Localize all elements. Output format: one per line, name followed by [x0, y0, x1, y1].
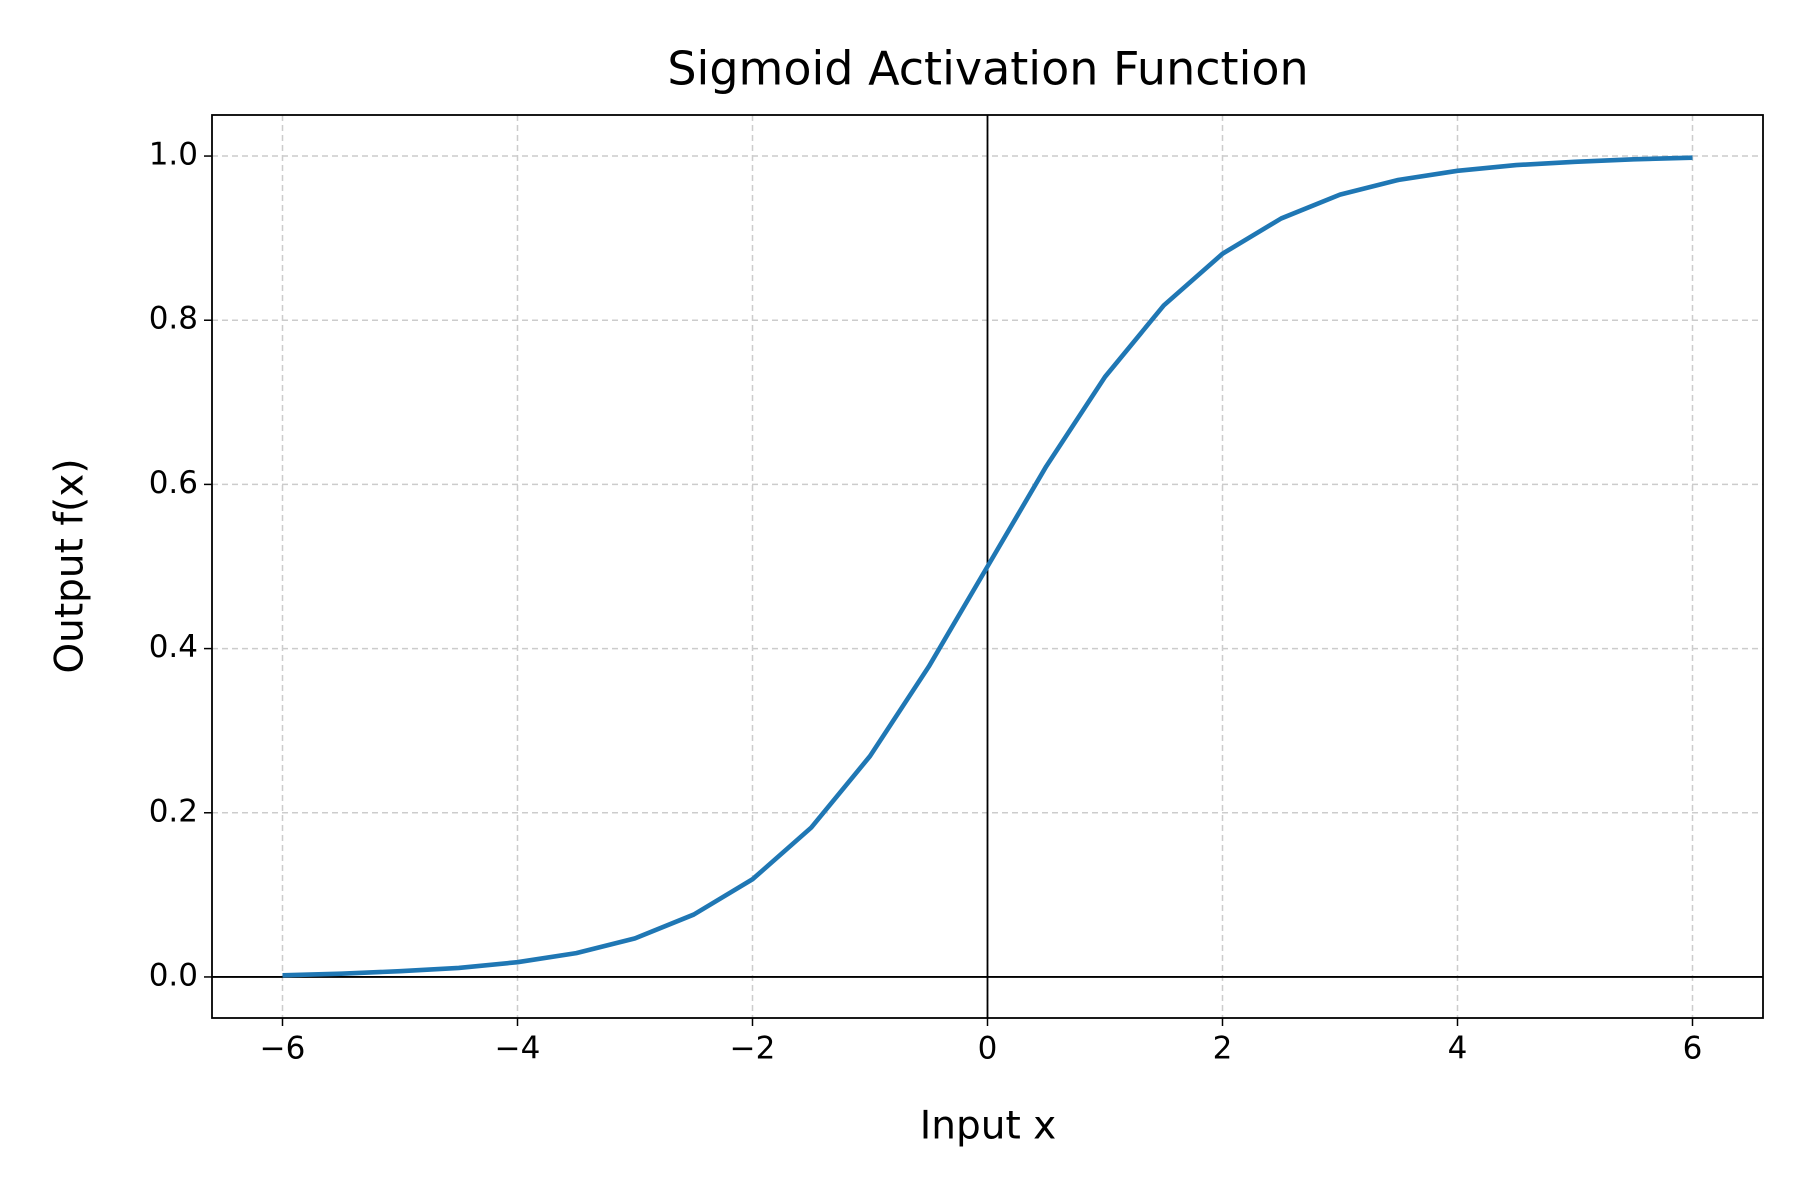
y-tick-label: 1.0 [149, 137, 198, 173]
x-tick-label: 0 [978, 1031, 998, 1067]
y-tick-label: 0.8 [149, 301, 198, 337]
y-axis-label: Output f(x) [48, 458, 93, 673]
x-tick-label: 6 [1683, 1031, 1703, 1067]
x-tick-label: −6 [260, 1031, 306, 1067]
y-tick-label: 0.6 [149, 465, 198, 501]
x-tick-label: 4 [1448, 1031, 1468, 1067]
plot-frame [211, 114, 1764, 1019]
x-tick-label: −4 [495, 1031, 541, 1067]
y-tick-label: 0.0 [149, 957, 198, 993]
y-tick-label: 0.2 [149, 793, 198, 829]
y-tick-label: 0.4 [149, 629, 198, 665]
line-series [282, 155, 1693, 978]
x-axis-label: Input x [920, 1104, 1056, 1149]
x-tick-label: 2 [1213, 1031, 1233, 1067]
chart-title: Sigmoid Activation Function [667, 42, 1308, 96]
x-tick-label: −2 [730, 1031, 776, 1067]
